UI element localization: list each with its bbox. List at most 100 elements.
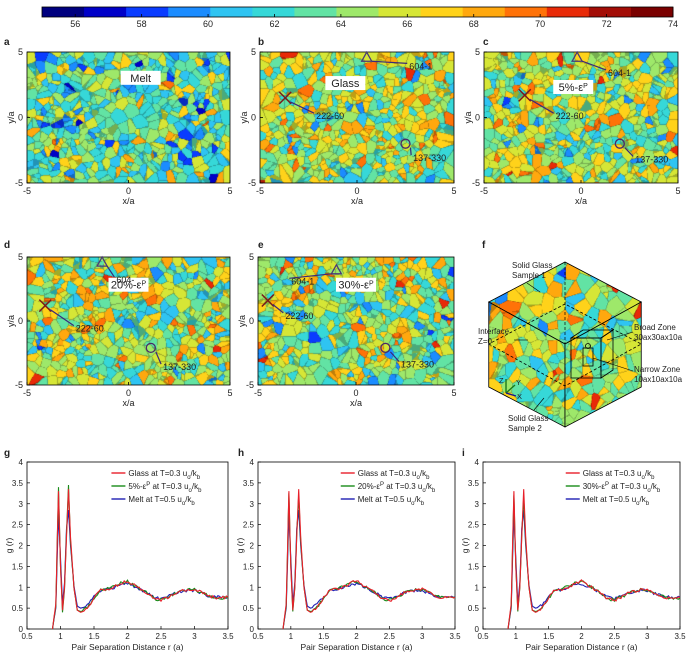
marker-label: 604-1 (409, 61, 432, 71)
x-tick-label: 3.5 (674, 632, 686, 641)
state-label-bg (120, 70, 161, 85)
colorbar-swatch (336, 7, 380, 17)
legend-sub: b (421, 501, 425, 507)
state-label: Glass (325, 76, 366, 91)
x-axis-label: Pair Separation Distance r (a) (526, 642, 638, 652)
marker-arrow (49, 309, 75, 327)
x-tick-label: 2 (354, 632, 359, 641)
map-ylabel: y/a (6, 315, 16, 327)
panel-letter: i (462, 448, 465, 459)
state-label: 30%-εP (336, 277, 376, 292)
y-tick-label: 0.5 (12, 604, 24, 613)
map-xlabel: x/a (122, 398, 134, 408)
map-ytick-label: 5 (249, 252, 254, 262)
map-ylabel: y/a (237, 315, 247, 327)
x-tick-label: 3.5 (222, 632, 234, 641)
state-label-bg (553, 79, 594, 94)
label-narrow-2: 10ax10ax10a (634, 375, 683, 384)
x-tick-label: 1 (58, 632, 63, 641)
marker-label: 137-330 (163, 362, 196, 372)
label-interface: Interface (478, 327, 510, 336)
cube-face-right-edge (564, 301, 642, 428)
map-marker-triangle: 604-1 (289, 263, 343, 286)
legend-sub: b (426, 475, 430, 481)
legend-sub: o (182, 501, 186, 507)
state-label: 5%-εP (553, 79, 594, 94)
legend-name-2: at T=0.3 u (609, 482, 647, 491)
y-tick-label: 3 (19, 500, 24, 509)
x-tick-label: 3 (420, 632, 425, 641)
colorbar-swatch (294, 7, 337, 17)
marker-label: 604- (116, 275, 134, 285)
map-marker-triangle: 604-1 (571, 50, 631, 78)
map-ytick-label: -5 (15, 380, 23, 390)
triangle-marker (360, 50, 373, 62)
marker-arrow (106, 265, 115, 278)
map-marker-triangle: 604- (96, 255, 134, 285)
marker-label: 604-1 (608, 68, 631, 78)
colorbar-swatch (126, 7, 169, 17)
triangle-marker (571, 50, 584, 62)
legend-sub: o (647, 488, 651, 494)
label-interface-2: Z=0 (478, 337, 493, 346)
colorbar-swatch (42, 7, 85, 17)
state-label-text: Glass (331, 78, 360, 90)
marker-arrow (624, 147, 634, 157)
colorbar-swatch (546, 7, 590, 17)
x-tick-label: 0.5 (21, 632, 33, 641)
panel-letter: f (482, 240, 486, 251)
legend-mid: /k (651, 482, 658, 491)
map-ytick-label: 0 (18, 316, 23, 326)
colorbar-swatch (462, 7, 506, 17)
map-xtick-label: -5 (23, 388, 31, 398)
map-marker-cross: 222-60 (38, 299, 104, 334)
marker-arrow (289, 101, 315, 114)
cross-marker-b (278, 91, 292, 105)
cross-marker-b (261, 293, 275, 308)
map-xtick-label: 5 (675, 186, 680, 196)
marker-arrow (409, 147, 412, 156)
y-tick-label: 2 (19, 542, 24, 551)
legend-sub: o (189, 488, 193, 494)
state-label-bg (325, 76, 366, 91)
map-xtick-label: 5 (227, 388, 232, 398)
x-axis-label: Pair Separation Distance r (a) (301, 642, 413, 652)
state-label-text: Melt (130, 73, 151, 85)
chart-frame (257, 461, 456, 630)
colorbar-tick-label: 62 (269, 19, 279, 29)
marker-arrow (289, 273, 332, 279)
map-marker-circle: 137-330 (400, 138, 446, 163)
x-tick-label: 2.5 (384, 632, 396, 641)
x-tick-label: 2 (579, 632, 584, 641)
colorbar-tick-label: 68 (469, 19, 479, 29)
y-tick-label: 1 (19, 583, 24, 592)
x-tick-label: 1.5 (543, 632, 555, 641)
colorbar-swatch (378, 7, 422, 17)
legend-sub: b (198, 488, 202, 494)
axis-x (505, 392, 517, 397)
marker-arrow (581, 60, 607, 71)
marker-arrow (389, 351, 400, 362)
map-ytick-label: 0 (475, 113, 480, 123)
y-tick-label: 3.5 (468, 479, 480, 488)
marker-label: 222-60 (556, 111, 584, 121)
legend-mid: /k (192, 482, 199, 491)
map-xtick-label: 0 (126, 388, 131, 398)
marker-label: 222-60 (76, 324, 104, 334)
map-ytick-label: 0 (249, 316, 254, 326)
x-tick-label: 1.5 (88, 632, 100, 641)
x-tick-label: 3 (645, 632, 650, 641)
legend-sup: P (146, 482, 150, 488)
x-tick-label: 0.5 (252, 632, 264, 641)
x-axis-label: Pair Separation Distance r (a) (72, 642, 184, 652)
legend-sub: b (197, 475, 201, 481)
axis-y (505, 384, 516, 394)
map-panel-e: e -5 0 5 5 0 -5 x/a y/a 30%-εP 604-1 222-60 137-330 (237, 240, 457, 408)
state-label-sup: P (583, 82, 588, 89)
y-tick-label: 3.5 (243, 479, 255, 488)
y-tick-label: 2.5 (12, 521, 24, 530)
map-ylabel: y/a (6, 111, 16, 123)
map-xtick-label: -5 (256, 186, 264, 196)
